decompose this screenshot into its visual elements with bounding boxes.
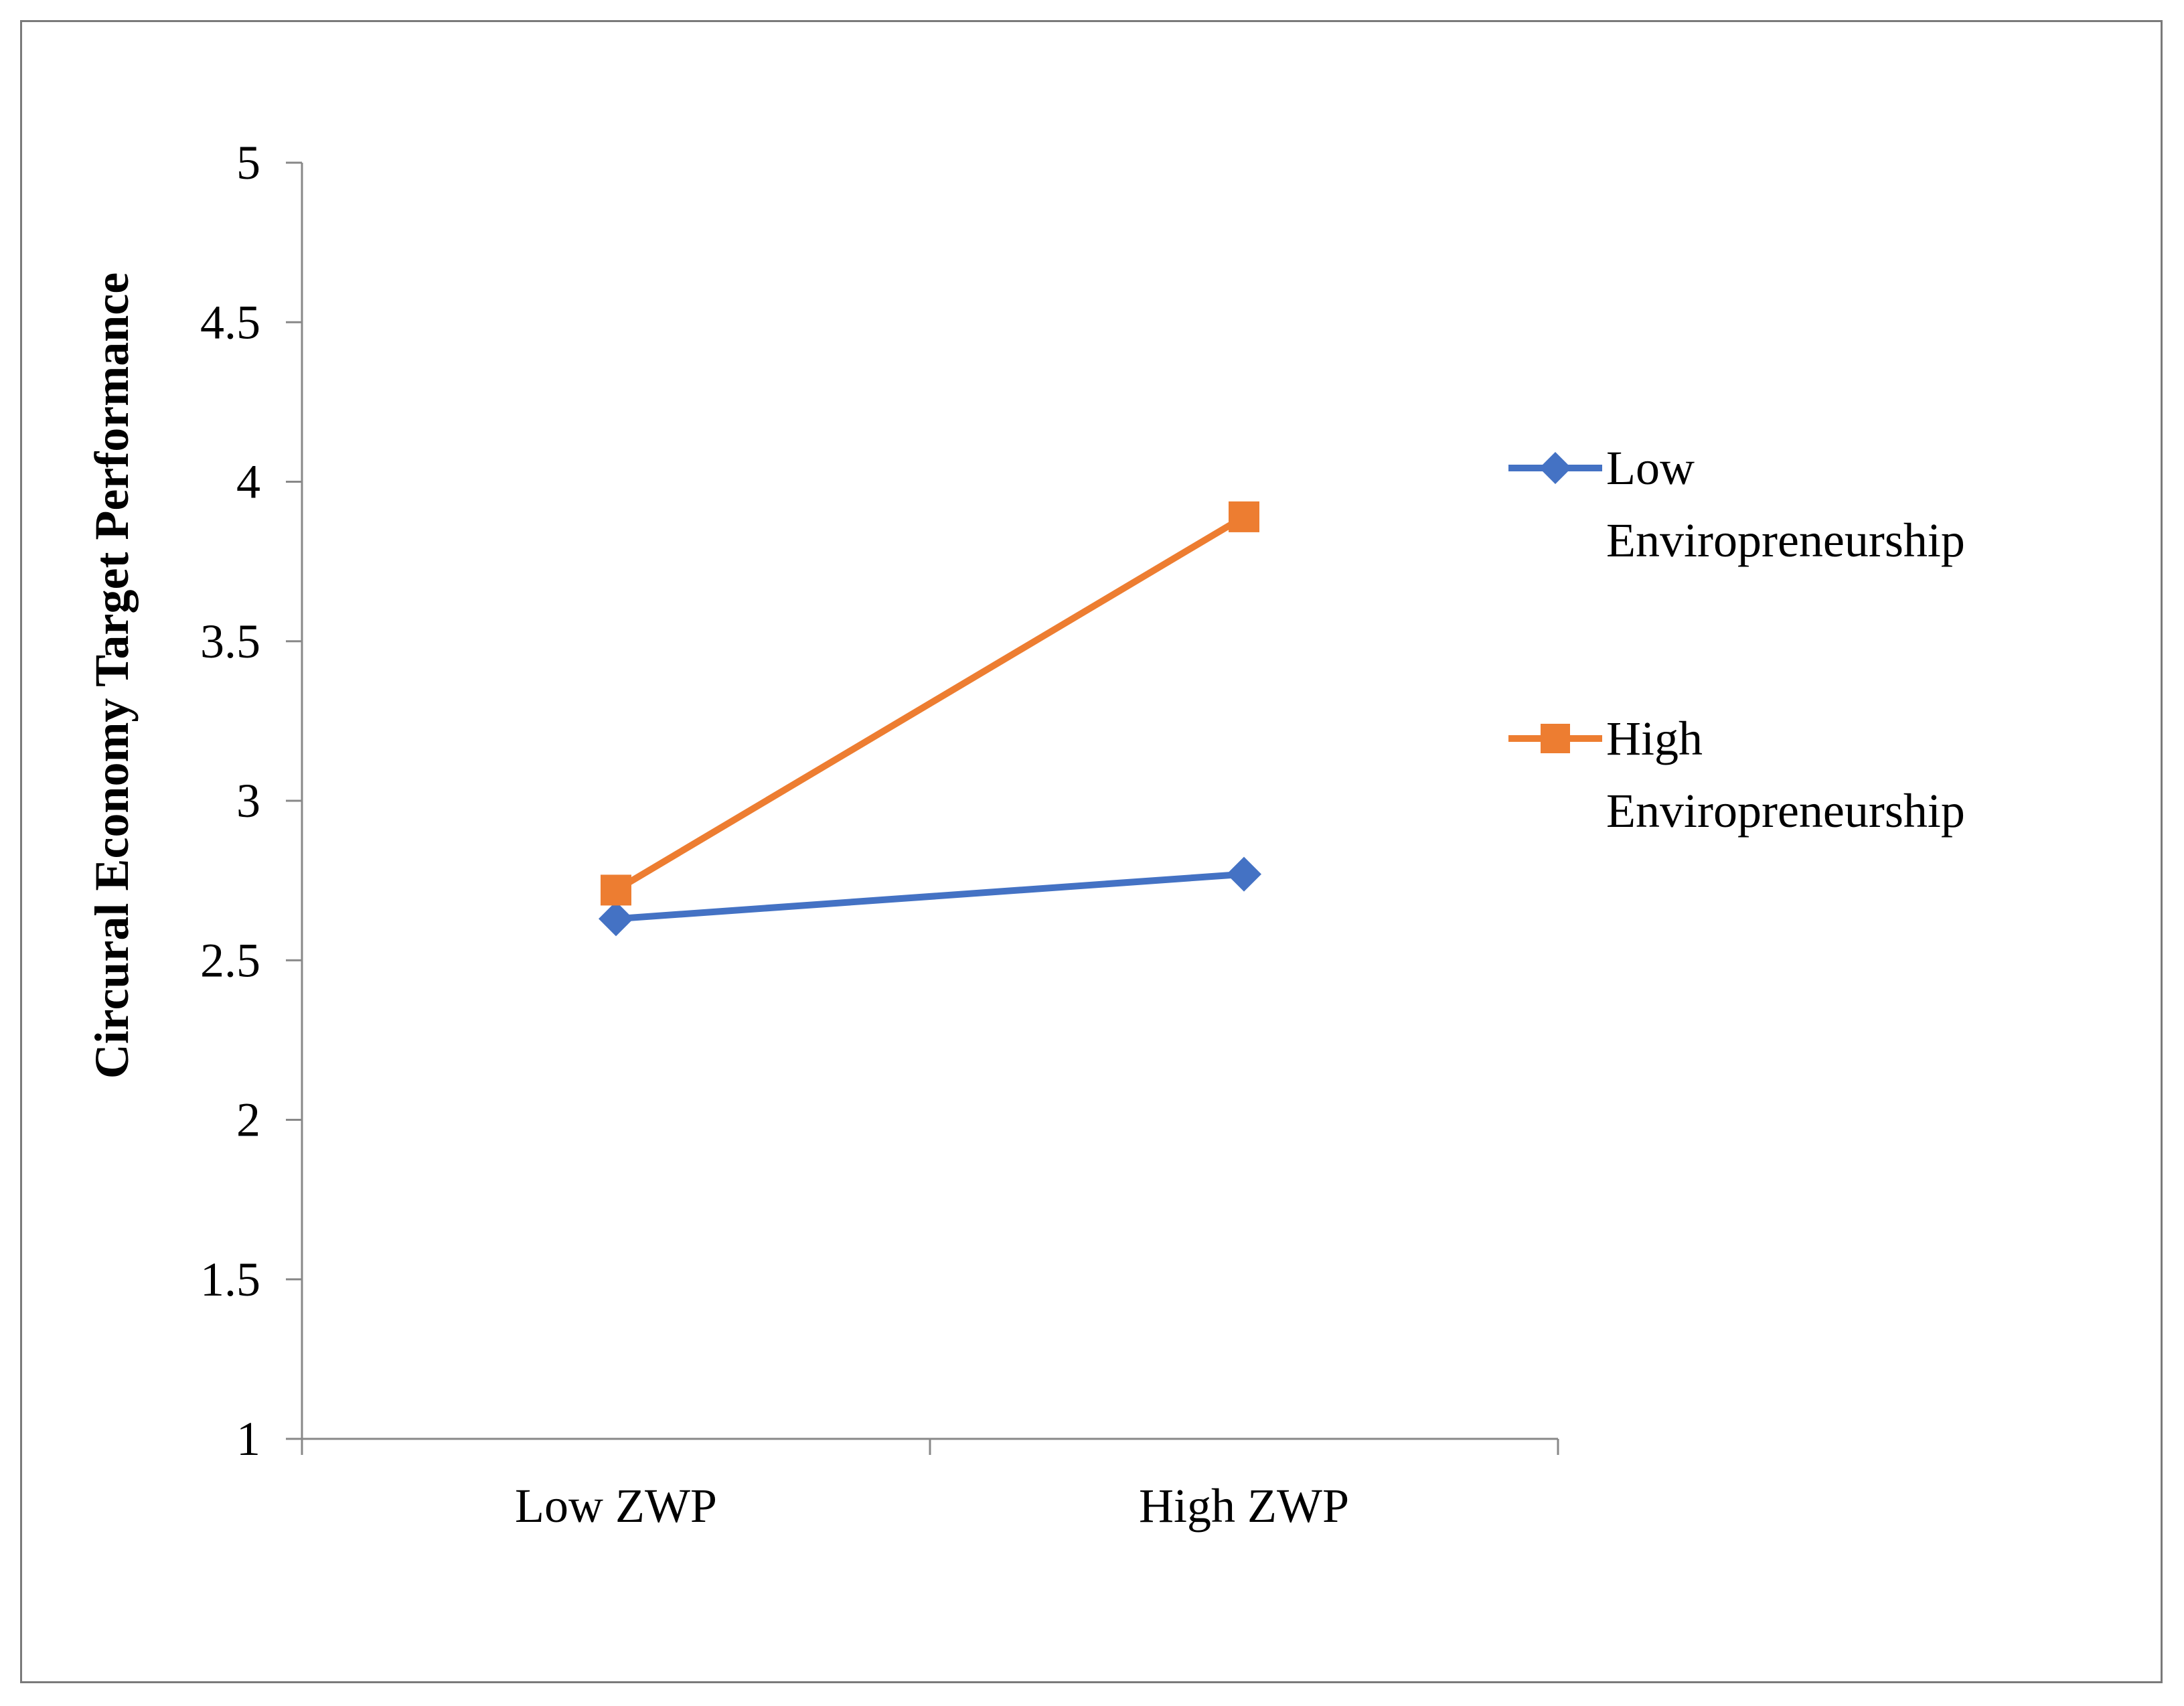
x-axis-ticks: Low ZWP High ZWP	[301, 1439, 1559, 1533]
legend-marker	[1539, 452, 1571, 484]
series-low-enviropreneurship	[599, 856, 1261, 937]
y-axis-ticks: 1 1.5 2 2.5 3 3.5 4 4.5 5	[200, 136, 302, 1466]
y-tick-label: 5	[236, 136, 260, 189]
legend: Low Enviropreneurship High Enviropreneurshi…	[1508, 441, 1965, 838]
y-tick-label: 2	[236, 1093, 260, 1147]
legend-label: Enviropreneurship	[1606, 784, 1965, 838]
legend-label: High	[1606, 712, 1703, 765]
line-chart: 1 1.5 2 2.5 3 3.5 4 4.5 5 Low ZWP High ZWP Circur…	[85, 136, 1965, 1533]
axes	[301, 163, 1558, 1440]
y-tick-label: 4.5	[200, 295, 260, 349]
data-point	[1229, 501, 1259, 532]
data-point	[601, 874, 631, 906]
legend-label: Low	[1606, 441, 1695, 495]
x-tick-label: High ZWP	[1139, 1479, 1349, 1533]
series-line	[614, 514, 1246, 893]
y-tick-label: 3.5	[200, 615, 260, 668]
y-tick-label: 3	[236, 774, 260, 828]
legend-entry: Low Enviropreneurship	[1508, 441, 1965, 567]
y-tick-label: 2.5	[200, 933, 260, 987]
y-tick-label: 4	[236, 455, 260, 509]
data-point	[1227, 856, 1261, 892]
chart-frame: 1 1.5 2 2.5 3 3.5 4 4.5 5 Low ZWP High ZWP Circur…	[20, 20, 2163, 1683]
legend-label: Enviropreneurship	[1606, 514, 1965, 567]
y-axis-title: Circural Economy Target Performance	[85, 273, 139, 1079]
y-tick-label: 1.5	[200, 1253, 260, 1306]
y-tick-label: 1	[236, 1412, 260, 1466]
series-layer	[599, 501, 1261, 937]
x-tick-label: Low ZWP	[515, 1479, 717, 1533]
legend-marker	[1541, 724, 1570, 753]
legend-entry: High Enviropreneurship	[1508, 712, 1965, 838]
series-line	[615, 870, 1245, 923]
data-point	[599, 901, 633, 937]
series-high-enviropreneurship	[601, 501, 1259, 906]
